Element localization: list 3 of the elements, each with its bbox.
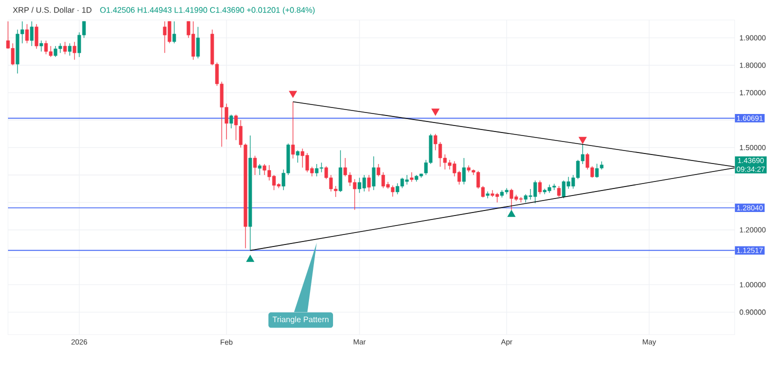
chart-title: XRP / U.S. Dollar · 1D — [12, 6, 92, 13]
text: O1.42506 H1.44943 L1.41990 C1.43690 +0.01201 (+0.84%) — [100, 6, 315, 14]
annotation: Triangle Pattern — [272, 316, 328, 324]
